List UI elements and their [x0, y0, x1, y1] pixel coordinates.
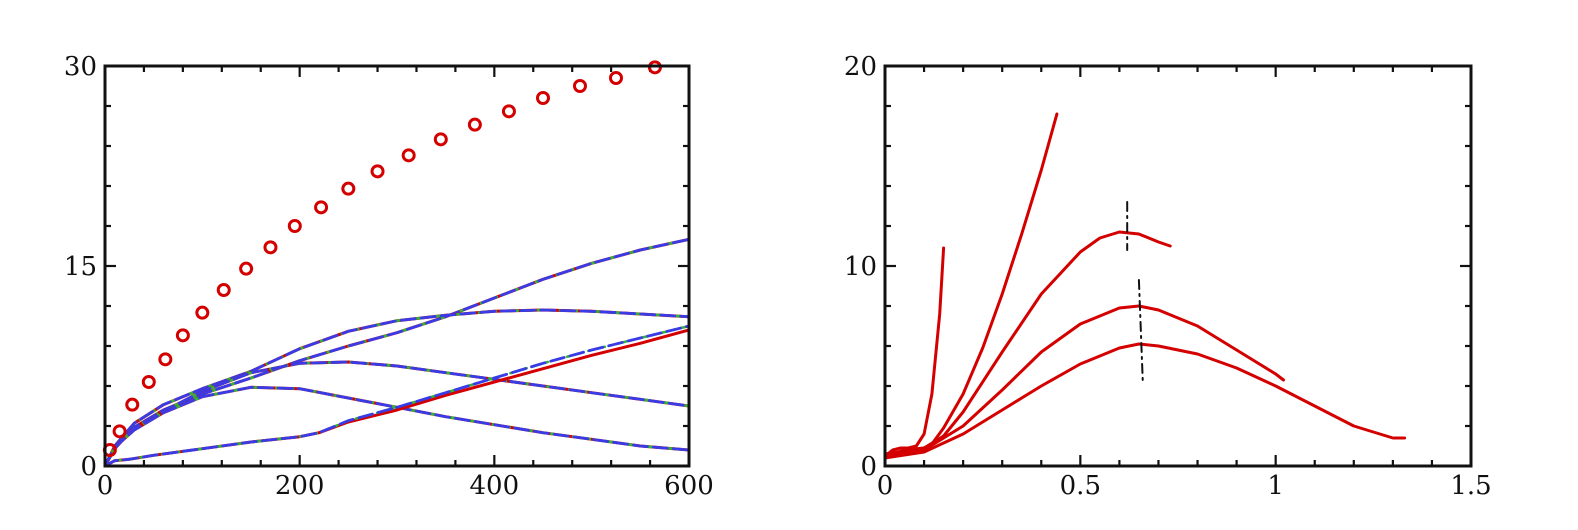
- x-tick-label: 1: [1267, 471, 1284, 501]
- x-tick-label: 200: [275, 471, 325, 501]
- series-line-red: [885, 112, 1059, 458]
- marker-circle: [536, 91, 550, 105]
- series-line-blue: [105, 360, 689, 466]
- y-tick-label: 30: [64, 52, 97, 82]
- series-line-blue: [105, 385, 689, 466]
- marker-circle: [370, 164, 385, 179]
- plot-area: [105, 237, 689, 466]
- x-tick-label: 600: [664, 471, 714, 501]
- plot-frame: [883, 64, 1473, 468]
- series-line-red: [885, 304, 1285, 458]
- marker-circle: [572, 79, 587, 93]
- marker-circle: [141, 375, 156, 389]
- plot-frame: [103, 64, 691, 468]
- marker-circle: [501, 104, 516, 119]
- marker-circle: [216, 283, 231, 297]
- plot-area: [885, 112, 1407, 460]
- marker-circle: [239, 261, 254, 276]
- series-line-blue: [105, 308, 689, 466]
- series-line-red: [885, 246, 946, 458]
- x-tick-label: 0: [877, 471, 894, 501]
- marker-circle: [195, 305, 210, 320]
- series-line-blue: [105, 324, 689, 466]
- marker-circle: [401, 148, 416, 163]
- series-line-red: [105, 385, 689, 466]
- series-line-red: [885, 230, 1172, 456]
- left-chart: 0 200 400 600 0 15 30: [64, 52, 714, 501]
- series-line-green: [105, 324, 689, 466]
- marker-circle: [433, 132, 448, 147]
- x-tick-label: 1.5: [1450, 471, 1491, 501]
- series-line-red: [885, 342, 1407, 460]
- right-chart: 0 0.5 1 1.5 0 10 20: [844, 52, 1492, 501]
- marker-circle: [287, 219, 302, 233]
- x-tick-label: 0: [97, 471, 114, 501]
- marker-circle: [467, 117, 482, 132]
- y-tick-label: 20: [844, 52, 877, 82]
- x-tick-label: 400: [470, 471, 520, 501]
- y-tick-label: 10: [844, 252, 877, 282]
- marker-circle: [175, 328, 190, 343]
- marker-circle: [263, 240, 278, 255]
- marker-circle: [125, 397, 140, 412]
- y-tick-label: 15: [64, 252, 97, 282]
- dashdot-marker-line: [1137, 279, 1144, 383]
- marker-circle: [112, 424, 127, 439]
- marker-circle: [314, 200, 329, 215]
- marker-circle: [158, 352, 173, 367]
- y-tick-label: 0: [80, 452, 97, 482]
- y-tick-label: 0: [860, 452, 877, 482]
- marker-circle: [341, 181, 356, 196]
- x-tick-label: 0.5: [1060, 471, 1101, 501]
- marker-circle: [609, 71, 623, 85]
